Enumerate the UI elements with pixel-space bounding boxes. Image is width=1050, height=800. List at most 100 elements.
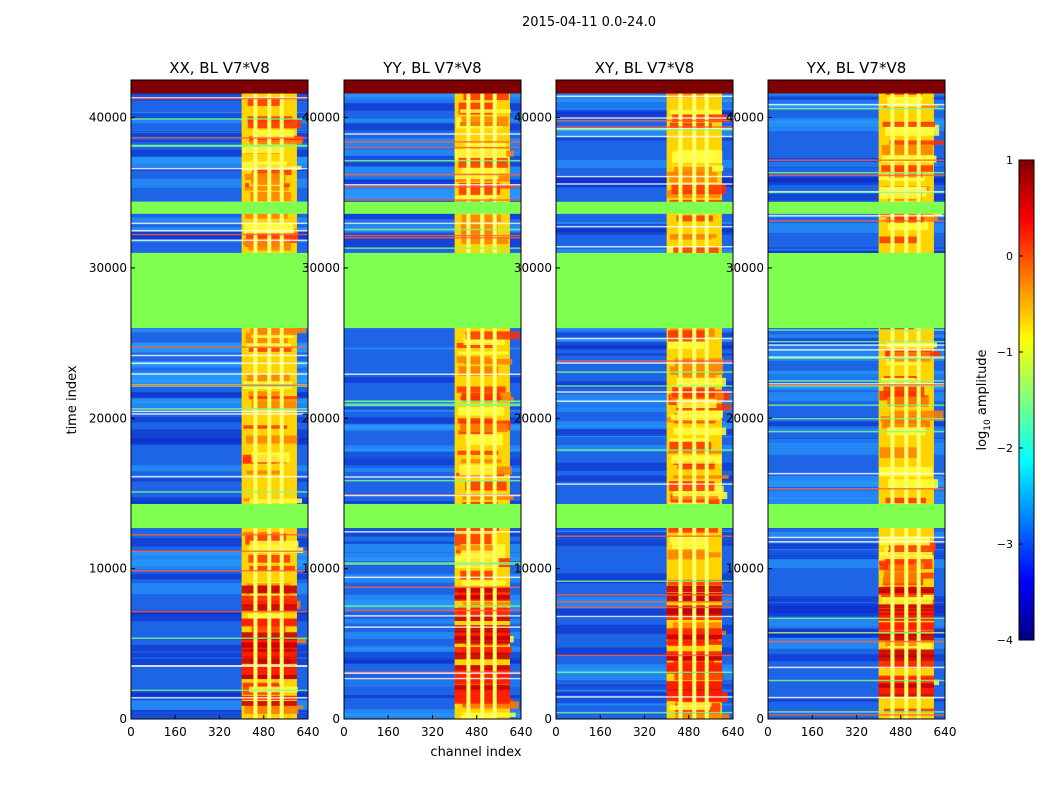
time-line	[768, 711, 945, 713]
y-tick-label: 20000	[89, 411, 127, 425]
noise-stripe	[768, 556, 945, 560]
signal-blob	[459, 109, 511, 113]
panel-yy: YY, BL V7*V8 0 160 320 480 640 0 10000 20000 3000…	[302, 59, 533, 739]
time-line	[344, 671, 521, 674]
time-line	[131, 413, 308, 415]
x-tick-label: 0	[552, 725, 560, 739]
noise-stripe	[768, 417, 945, 430]
noise-stripe	[344, 138, 521, 148]
noise-stripe	[344, 709, 521, 717]
noise-stripe	[131, 217, 308, 224]
noise-stripe	[344, 540, 521, 552]
time-line	[768, 666, 945, 669]
x-tick-label: 160	[801, 725, 824, 739]
signal-blob	[463, 90, 509, 101]
signal-blob	[463, 712, 516, 717]
x-tick-label: 320	[633, 725, 656, 739]
time-line	[556, 128, 733, 131]
time-line	[556, 385, 733, 387]
time-line	[344, 247, 521, 249]
signal-blob	[462, 501, 498, 506]
noise-stripe	[344, 632, 521, 639]
signal-blob	[883, 375, 920, 380]
noise-stripe	[131, 328, 308, 333]
signal-blob	[879, 187, 922, 199]
channel-gap	[904, 80, 909, 719]
signal-blob	[252, 130, 295, 139]
time-line	[556, 117, 733, 119]
noise-stripe	[768, 176, 945, 179]
signal-blob	[457, 450, 499, 455]
signal-blob	[671, 541, 707, 549]
time-line	[768, 430, 945, 433]
time-line	[344, 404, 521, 407]
noise-stripe	[131, 658, 308, 667]
flagged-range	[131, 80, 308, 94]
colorbar-tick-label: −2	[997, 442, 1013, 455]
signal-blob	[671, 183, 727, 195]
signal-blob	[879, 390, 916, 401]
noise-stripe	[768, 386, 945, 391]
noise-stripe	[131, 417, 308, 423]
time-line	[556, 391, 733, 393]
colorbar: 1 0 −1 −2 −3 −4 log10 amplitude	[975, 154, 1035, 647]
time-line	[131, 239, 308, 242]
noise-stripe	[131, 372, 308, 385]
noise-stripe	[556, 333, 733, 338]
noise-stripe	[344, 187, 521, 199]
signal-blob	[885, 639, 920, 647]
flagged-range	[344, 252, 521, 329]
noise-stripe	[768, 480, 945, 488]
x-tick-label: 640	[510, 725, 533, 739]
noise-stripe	[556, 128, 733, 138]
noise-stripe	[344, 500, 521, 504]
noise-stripe	[344, 619, 521, 624]
time-line	[768, 349, 945, 351]
time-line	[768, 617, 945, 620]
signal-blob	[888, 542, 937, 551]
colorbar-tick-label: −3	[997, 538, 1013, 551]
noise-stripe	[768, 443, 945, 455]
noise-stripe	[131, 500, 308, 503]
noise-stripe	[344, 468, 521, 472]
x-tick-label: 0	[764, 725, 772, 739]
time-line	[344, 228, 521, 231]
y-tick-label: 40000	[726, 111, 764, 125]
channel-gap	[916, 80, 921, 719]
time-line	[768, 191, 945, 194]
flagged-range	[131, 252, 308, 329]
signal-blob	[251, 328, 307, 334]
time-line	[344, 184, 521, 186]
time-line	[556, 711, 733, 714]
noise-stripe	[768, 654, 945, 662]
time-line	[131, 550, 308, 553]
noise-stripe	[344, 162, 521, 166]
time-line	[556, 95, 733, 98]
noise-stripe	[344, 574, 521, 583]
colorbar-tick-label: 0	[1006, 250, 1013, 263]
x-tick-label: 0	[340, 725, 348, 739]
panel-title: YY, BL V7*V8	[382, 59, 481, 77]
time-line	[344, 222, 521, 225]
signal-blob	[879, 447, 918, 458]
signal-blob	[246, 233, 298, 243]
noise-stripe	[131, 395, 308, 399]
signal-blob	[245, 533, 286, 545]
noise-stripe	[556, 120, 733, 124]
signal-blob	[465, 143, 506, 147]
panel-title: YX, BL V7*V8	[806, 59, 907, 77]
time-line	[768, 536, 945, 539]
noise-stripe	[344, 451, 521, 463]
noise-stripe	[768, 418, 945, 422]
noise-stripe	[768, 487, 945, 499]
signal-blob	[464, 701, 519, 709]
signal-blob	[887, 126, 933, 132]
noise-stripe	[556, 624, 733, 634]
noise-stripe	[556, 539, 733, 546]
time-line	[556, 594, 733, 596]
colorbar-gradient	[1018, 159, 1035, 641]
noise-stripe	[768, 559, 945, 568]
noise-stripe	[556, 99, 733, 111]
signal-blob	[248, 547, 304, 554]
channel-gap	[267, 80, 272, 719]
